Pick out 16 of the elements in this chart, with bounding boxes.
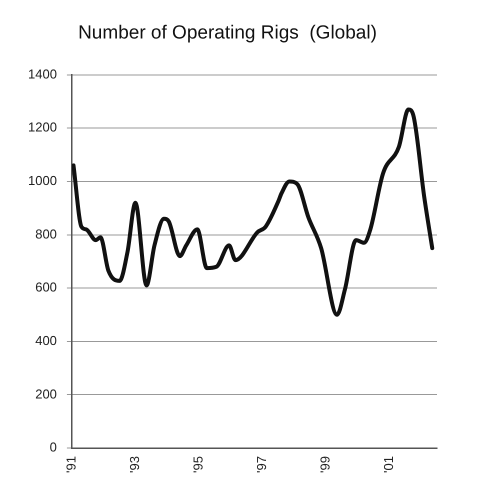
y-tick-label: 800 (35, 226, 57, 242)
x-tick-label: '91 (64, 456, 78, 474)
y-tick-label: 0 (50, 440, 57, 455)
y-tick-label: 400 (35, 332, 57, 348)
y-tick-label: 1400 (28, 66, 57, 82)
x-tick-label: '99 (317, 456, 332, 474)
line-series (72, 107, 434, 317)
x-tick-label: '95 (190, 456, 206, 474)
y-tick-label: 1200 (28, 120, 57, 135)
y-tick-label: 1000 (28, 173, 57, 188)
chart-title: Number of Operating Rigs (Global) (78, 22, 377, 44)
y-tick-label: 600 (35, 280, 57, 295)
x-tick-label: '01 (380, 456, 396, 474)
x-tick-label: '97 (254, 456, 269, 474)
x-tick-label: '93 (126, 456, 142, 474)
y-tick-label: 200 (35, 386, 57, 402)
